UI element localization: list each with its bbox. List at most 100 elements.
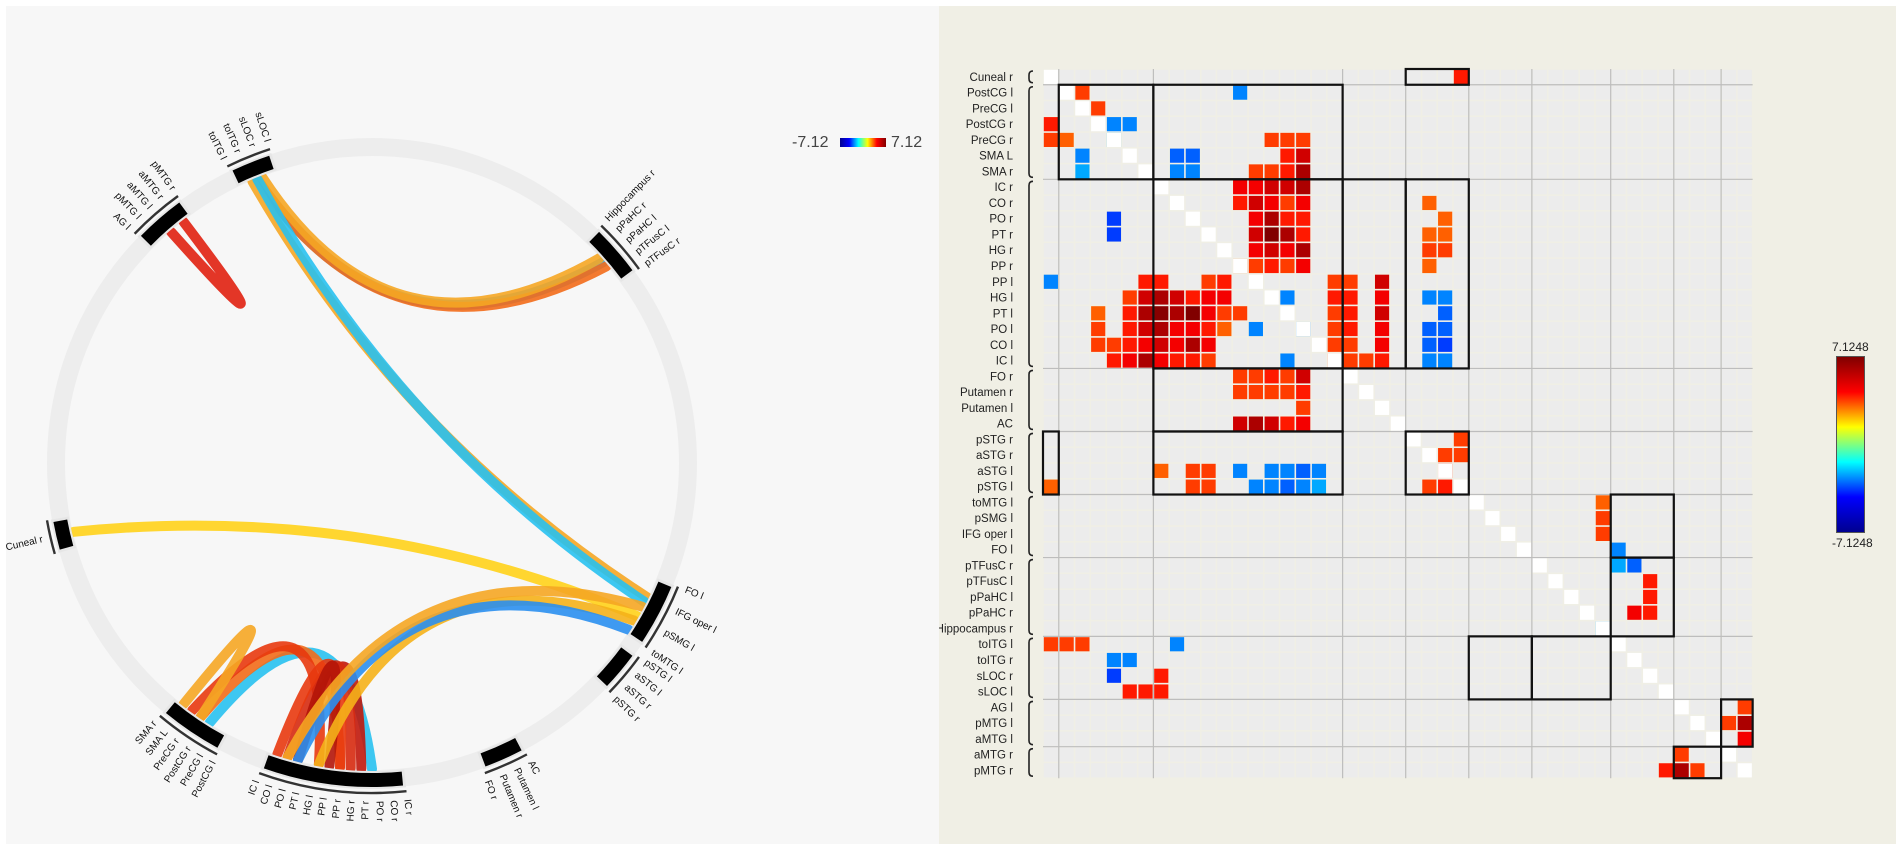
matrix-empty-cell [1122,432,1137,447]
matrix-cell [1138,353,1153,368]
matrix-empty-cell [1311,731,1327,746]
matrix-empty-cell [1737,747,1752,762]
matrix-empty-cell [1248,432,1263,447]
matrix-empty-cell [1201,243,1216,258]
matrix-empty-cell [1516,148,1532,163]
matrix-empty-cell [1721,211,1737,226]
matrix-empty-cell [1406,211,1421,226]
matrix-empty-cell [1469,85,1484,100]
matrix-cell [1169,321,1185,337]
matrix-empty-cell [1406,353,1421,368]
matrix-empty-cell [1122,211,1137,226]
matrix-empty-cell [1327,526,1342,541]
matrix-cell [1091,321,1106,337]
matrix-cell [1737,700,1752,715]
matrix-empty-cell [1453,369,1468,384]
matrix-empty-cell [1059,385,1074,400]
matrix-empty-cell [1501,432,1516,447]
matrix-empty-cell [1327,605,1342,620]
matrix-empty-cell [1248,290,1263,305]
matrix-empty-cell [1501,132,1516,147]
matrix-empty-cell [1532,495,1547,510]
matrix-empty-cell [1706,605,1721,620]
matrix-empty-cell [1532,684,1547,699]
matrix-empty-cell [1043,416,1058,431]
matrix-empty-cell [1516,290,1532,305]
matrix-empty-cell [1169,101,1185,116]
matrix-empty-cell [1706,479,1721,494]
matrix-empty-cell [1627,574,1642,589]
matrix-empty-cell [1706,243,1721,258]
matrix-empty-cell [1138,495,1153,510]
matrix-empty-cell [1438,763,1453,778]
matrix-empty-cell [1516,558,1532,573]
matrix-empty-cell [1217,416,1232,431]
matrix-empty-cell [1690,164,1705,179]
matrix-empty-cell [1564,400,1579,415]
matrix-empty-cell [1721,763,1737,778]
matrix-empty-cell [1248,117,1263,132]
matrix-empty-cell [1359,495,1374,510]
matrix-empty-cell [1532,731,1547,746]
matrix-empty-cell [1438,85,1453,100]
matrix-empty-cell [1564,180,1579,195]
matrix-empty-cell [1706,637,1721,652]
matrix-cell [1264,416,1279,431]
matrix-empty-cell [1532,463,1547,478]
matrix-empty-cell [1469,337,1484,352]
matrix-diagonal-cell [1217,243,1232,258]
matrix-empty-cell [1627,117,1642,132]
matrix-empty-cell [1690,652,1705,668]
matrix-empty-cell [1138,243,1153,258]
matrix-empty-cell [1564,337,1579,352]
matrix-empty-cell [1737,227,1752,242]
matrix-empty-cell [1390,684,1405,699]
matrix-empty-cell [1690,511,1705,526]
ring-node-label: PT l [288,791,303,811]
matrix-empty-cell [1233,700,1248,715]
matrix-empty-cell [1233,763,1248,778]
matrix-empty-cell [1043,448,1058,463]
matrix-empty-cell [1075,243,1090,258]
matrix-empty-cell [1469,731,1484,746]
matrix-empty-cell [1091,448,1106,463]
matrix-empty-cell [1564,668,1579,683]
matrix-empty-cell [1217,463,1232,478]
matrix-empty-cell [1611,495,1626,510]
matrix-empty-cell [1469,195,1484,211]
matrix-empty-cell [1469,243,1484,258]
colorbar-max-label: 7.1248 [1832,340,1869,354]
matrix-empty-cell [1564,448,1579,463]
matrix-empty-cell [1579,652,1595,668]
matrix-empty-cell [1706,69,1721,84]
matrix-cell [1422,195,1437,211]
matrix-empty-cell [1233,526,1248,541]
matrix-empty-cell [1690,148,1705,163]
matrix-empty-cell [1280,117,1295,132]
matrix-diagonal-cell [1043,69,1058,84]
matrix-empty-cell [1690,637,1705,652]
matrix-cell [1106,117,1122,132]
matrix-empty-cell [1327,227,1342,242]
matrix-empty-cell [1327,731,1342,746]
matrix-empty-cell [1233,652,1248,668]
matrix-empty-cell [1359,637,1374,652]
matrix-empty-cell [1138,132,1153,147]
matrix-empty-cell [1674,715,1689,731]
matrix-empty-cell [1501,306,1516,321]
matrix-empty-cell [1248,448,1263,463]
matrix-empty-cell [1453,511,1468,526]
matrix-empty-cell [1485,101,1500,116]
matrix-cell [1359,353,1374,368]
matrix-empty-cell [1406,542,1421,557]
matrix-empty-cell [1501,479,1516,494]
matrix-empty-cell [1453,747,1468,762]
matrix-cell [1185,337,1200,352]
matrix-diagonal-cell [1516,542,1532,557]
matrix-empty-cell [1737,526,1752,541]
matrix-empty-cell [1359,652,1374,668]
matrix-empty-cell [1643,637,1658,652]
matrix-empty-cell [1138,117,1153,132]
matrix-empty-cell [1674,290,1689,305]
ring-node-label: PT r [360,800,371,820]
